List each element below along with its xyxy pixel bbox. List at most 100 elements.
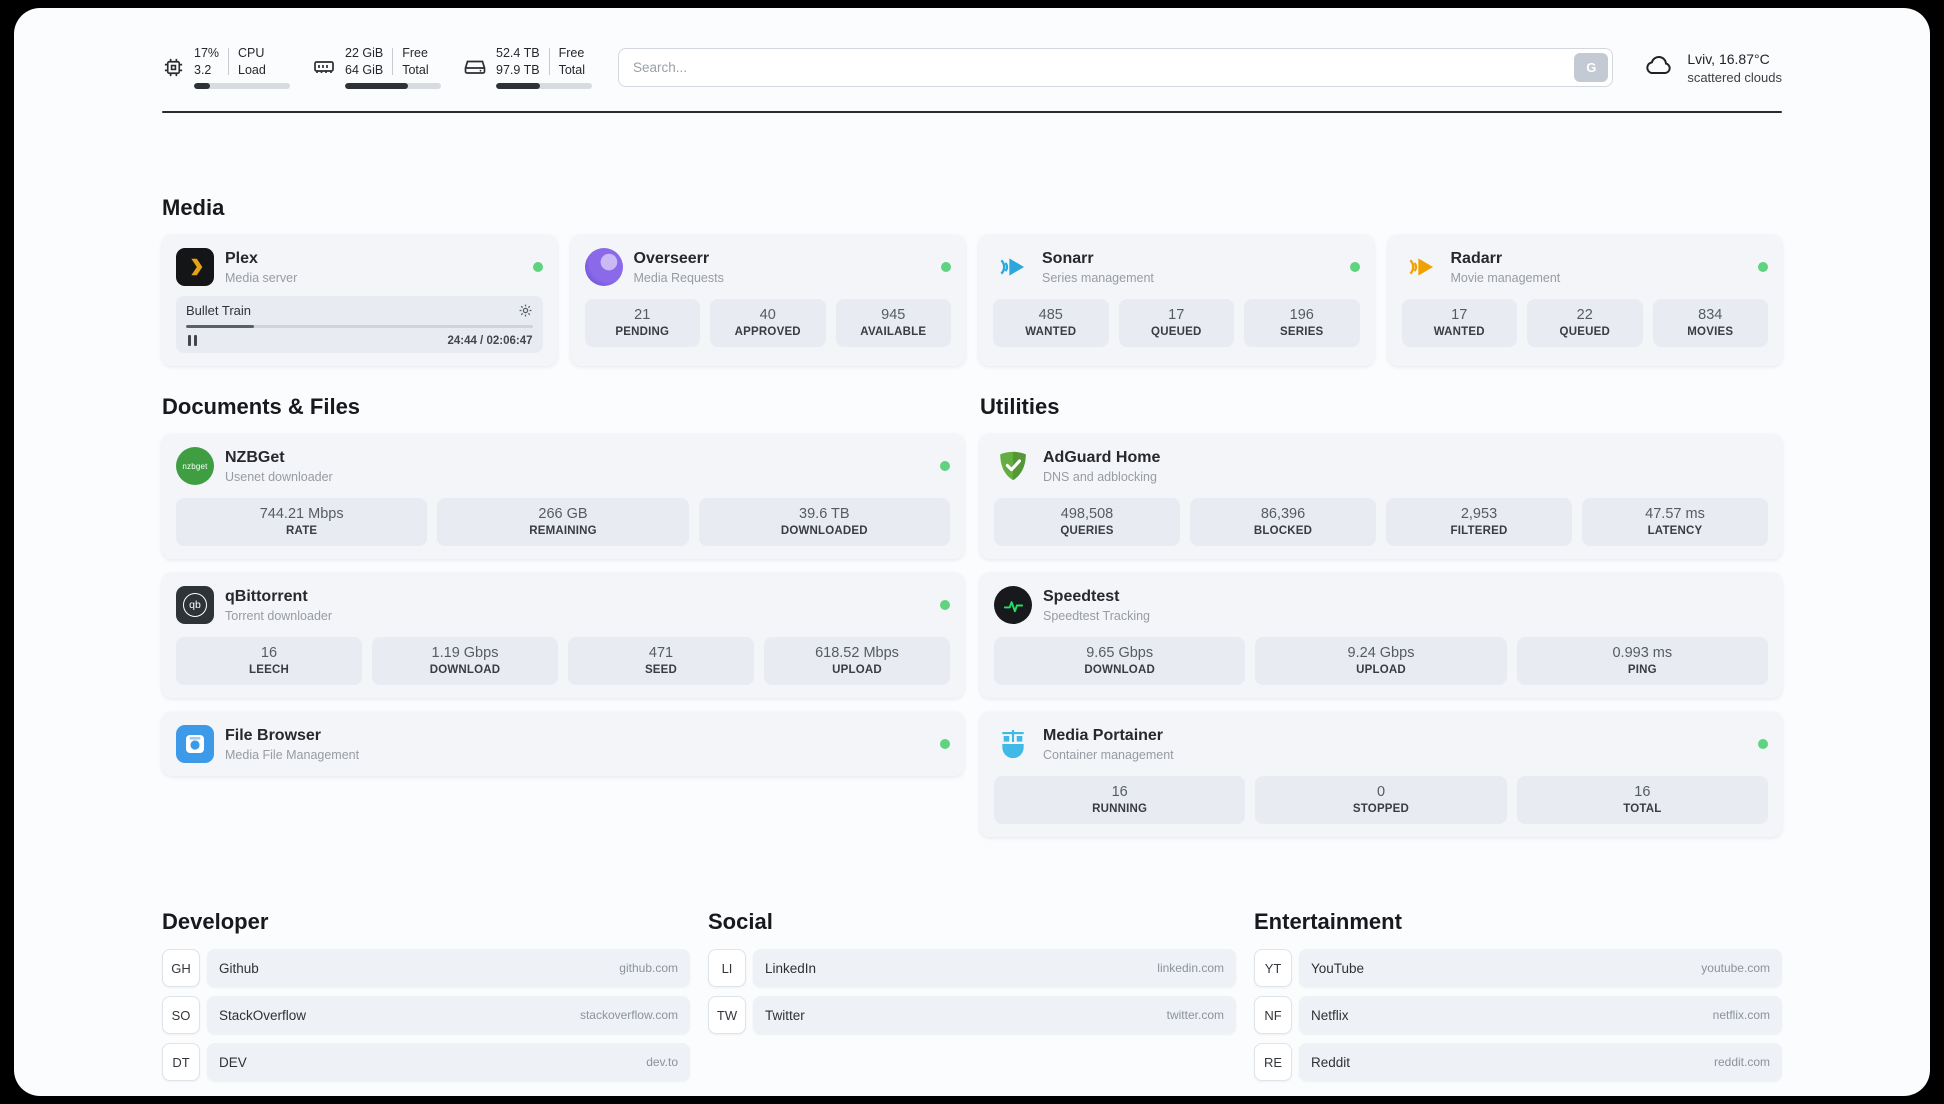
section-title-developer: Developer [162,909,269,934]
status-dot [940,739,950,749]
cpu-percent: 17% [194,46,220,61]
app-subtitle: Movie management [1450,270,1561,285]
app-subtitle: Torrent downloader [225,608,333,623]
app-name: Plex [225,250,258,268]
overseerr-icon [584,248,623,286]
app-name: Speedtest [1043,588,1120,606]
plex-icon [176,248,214,286]
app-card-speedtest[interactable]: Speedtest Speedtest Tracking 9.65 Gbps D… [980,573,1782,698]
app-card-nzbget[interactable]: nzbget NZBGet Usenet downloader 744.21 M… [162,434,964,559]
disk-free: 52.4 TB [496,46,540,61]
media-player: Bullet Train 24:44 / 02:06:47 [176,296,543,353]
cpu-values: 17% 3.2 [194,45,219,78]
speedtest-icon [994,586,1032,624]
bookmark-dev[interactable]: DT DEV dev.to [162,1043,690,1081]
search-input[interactable] [618,47,1614,87]
app-name: Media Portainer [1043,727,1164,745]
app-subtitle: Container management [1043,747,1174,762]
gear-icon[interactable] [518,303,533,318]
stat-filtered: 2,953 FILTERED [1386,498,1572,546]
ram-total: 64 GiB [345,62,384,77]
app-subtitle: Media Requests [633,270,724,285]
portainer-icon [994,725,1032,763]
divider [392,48,394,75]
app-subtitle: Speedtest Tracking [1043,608,1151,623]
weather-condition: scattered clouds [1687,69,1782,85]
app-subtitle: Media File Management [225,747,360,762]
stat-seed: 471 SEED [568,637,754,685]
reddit-icon: RE [1254,1043,1292,1081]
app-name: File Browser [225,727,322,745]
stat-queued: 22 QUEUED [1527,299,1643,347]
stat-blocked: 86,396 BLOCKED [1190,498,1376,546]
stat-wanted: 485 WANTED [993,299,1109,347]
stat-available: 945 AVAILABLE [835,299,951,347]
bookmark-stackoverflow[interactable]: SO StackOverflow stackoverflow.com [162,996,690,1034]
app-card-portainer[interactable]: Media Portainer Container management 16 … [980,712,1782,837]
section-title-media: Media [162,195,225,220]
section-title-entertainment: Entertainment [1254,909,1402,934]
stat-queries: 498,508 QUERIES [994,498,1180,546]
divider [548,48,550,75]
search-engine-button[interactable]: G [1574,52,1609,82]
bookmark-netflix[interactable]: NF Netflix netflix.com [1254,996,1782,1034]
section-title-documents: Documents & Files [162,394,361,419]
app-name: Radarr [1450,250,1503,268]
weather-widget: Lviv, 16.87°C scattered clouds [1639,49,1782,86]
status-dot [1758,739,1768,749]
playback-time: 24:44 / 02:06:47 [447,334,533,347]
app-subtitle: Usenet downloader [225,469,333,484]
youtube-icon: YT [1254,949,1292,987]
cpu-load-value: 3.2 [194,62,212,77]
bookmark-linkedin[interactable]: LI LinkedIn linkedin.com [708,949,1236,987]
disk-values: 52.4 TB 97.9 TB [496,45,540,78]
stat-rate: 744.21 Mbps RATE [176,498,428,546]
search-bar: G [618,47,1614,87]
app-card-overseerr[interactable]: Overseerr Media Requests 21 PENDING 40 A… [570,235,965,366]
ram-values: 22 GiB 64 GiB [345,45,383,78]
system-stats: 17% 3.2 CPU Load [162,45,592,89]
stat-series: 196 SERIES [1244,299,1360,347]
status-dot [1758,262,1768,272]
stat-upload: 618.52 Mbps UPLOAD [764,637,950,685]
stat-ping: 0.993 ms PING [1516,637,1768,685]
app-name: Sonarr [1042,250,1094,268]
app-card-filebrowser[interactable]: File Browser Media File Management [162,712,964,776]
ram-free: 22 GiB [345,46,384,61]
stackoverflow-icon: SO [162,996,200,1034]
bookmark-twitter[interactable]: TW Twitter twitter.com [708,996,1236,1034]
bookmark-youtube[interactable]: YT YouTube youtube.com [1254,949,1782,987]
app-name: AdGuard Home [1043,449,1161,467]
app-card-sonarr[interactable]: Sonarr Series management 485 WANTED 17 Q… [979,235,1374,366]
ram-icon [312,55,336,79]
seek-bar[interactable] [186,325,533,328]
app-card-radarr[interactable]: Radarr Movie management 17 WANTED 22 QUE… [1387,235,1782,366]
ram-progress-bar [345,82,441,89]
weather-location: Lviv, 16.87°C [1687,51,1770,68]
netflix-icon: NF [1254,996,1292,1034]
bookmark-group-entertainment: Entertainment YT YouTube youtube.com NF … [1254,909,1782,1081]
stat-remaining: 266 GB REMAINING [437,498,689,546]
bookmark-github[interactable]: GH Github github.com [162,949,690,987]
cpu-stat: 17% 3.2 CPU Load [162,45,290,89]
stat-downloaded: 39.6 TB DOWNLOADED [698,498,950,546]
cpu-progress-bar [194,82,290,89]
stat-upload: 9.24 Gbps UPLOAD [1255,637,1507,685]
filebrowser-icon [176,725,214,763]
app-subtitle: Series management [1042,270,1154,285]
stat-queued: 17 QUEUED [1118,299,1234,347]
twitter-icon: TW [708,996,746,1034]
cloud-icon [1639,49,1677,86]
pause-icon[interactable] [186,334,199,347]
stat-pending: 21 PENDING [584,299,700,347]
cpu-icon [162,56,185,79]
bookmark-reddit[interactable]: RE Reddit reddit.com [1254,1043,1782,1081]
app-card-qbittorrent[interactable]: qb qBittorrent Torrent downloader 16 LEE… [162,573,964,698]
stat-total: 16 TOTAL [1516,776,1768,824]
disk-stat: 52.4 TB 97.9 TB Free Total [463,45,592,89]
disk-icon [463,55,487,79]
stat-leech: 16 LEECH [176,637,362,685]
app-card-plex[interactable]: Plex Media server Bullet Train [162,235,557,366]
section-title-social: Social [708,909,773,934]
app-card-adguard[interactable]: AdGuard Home DNS and adblocking 498,508 … [980,434,1782,559]
